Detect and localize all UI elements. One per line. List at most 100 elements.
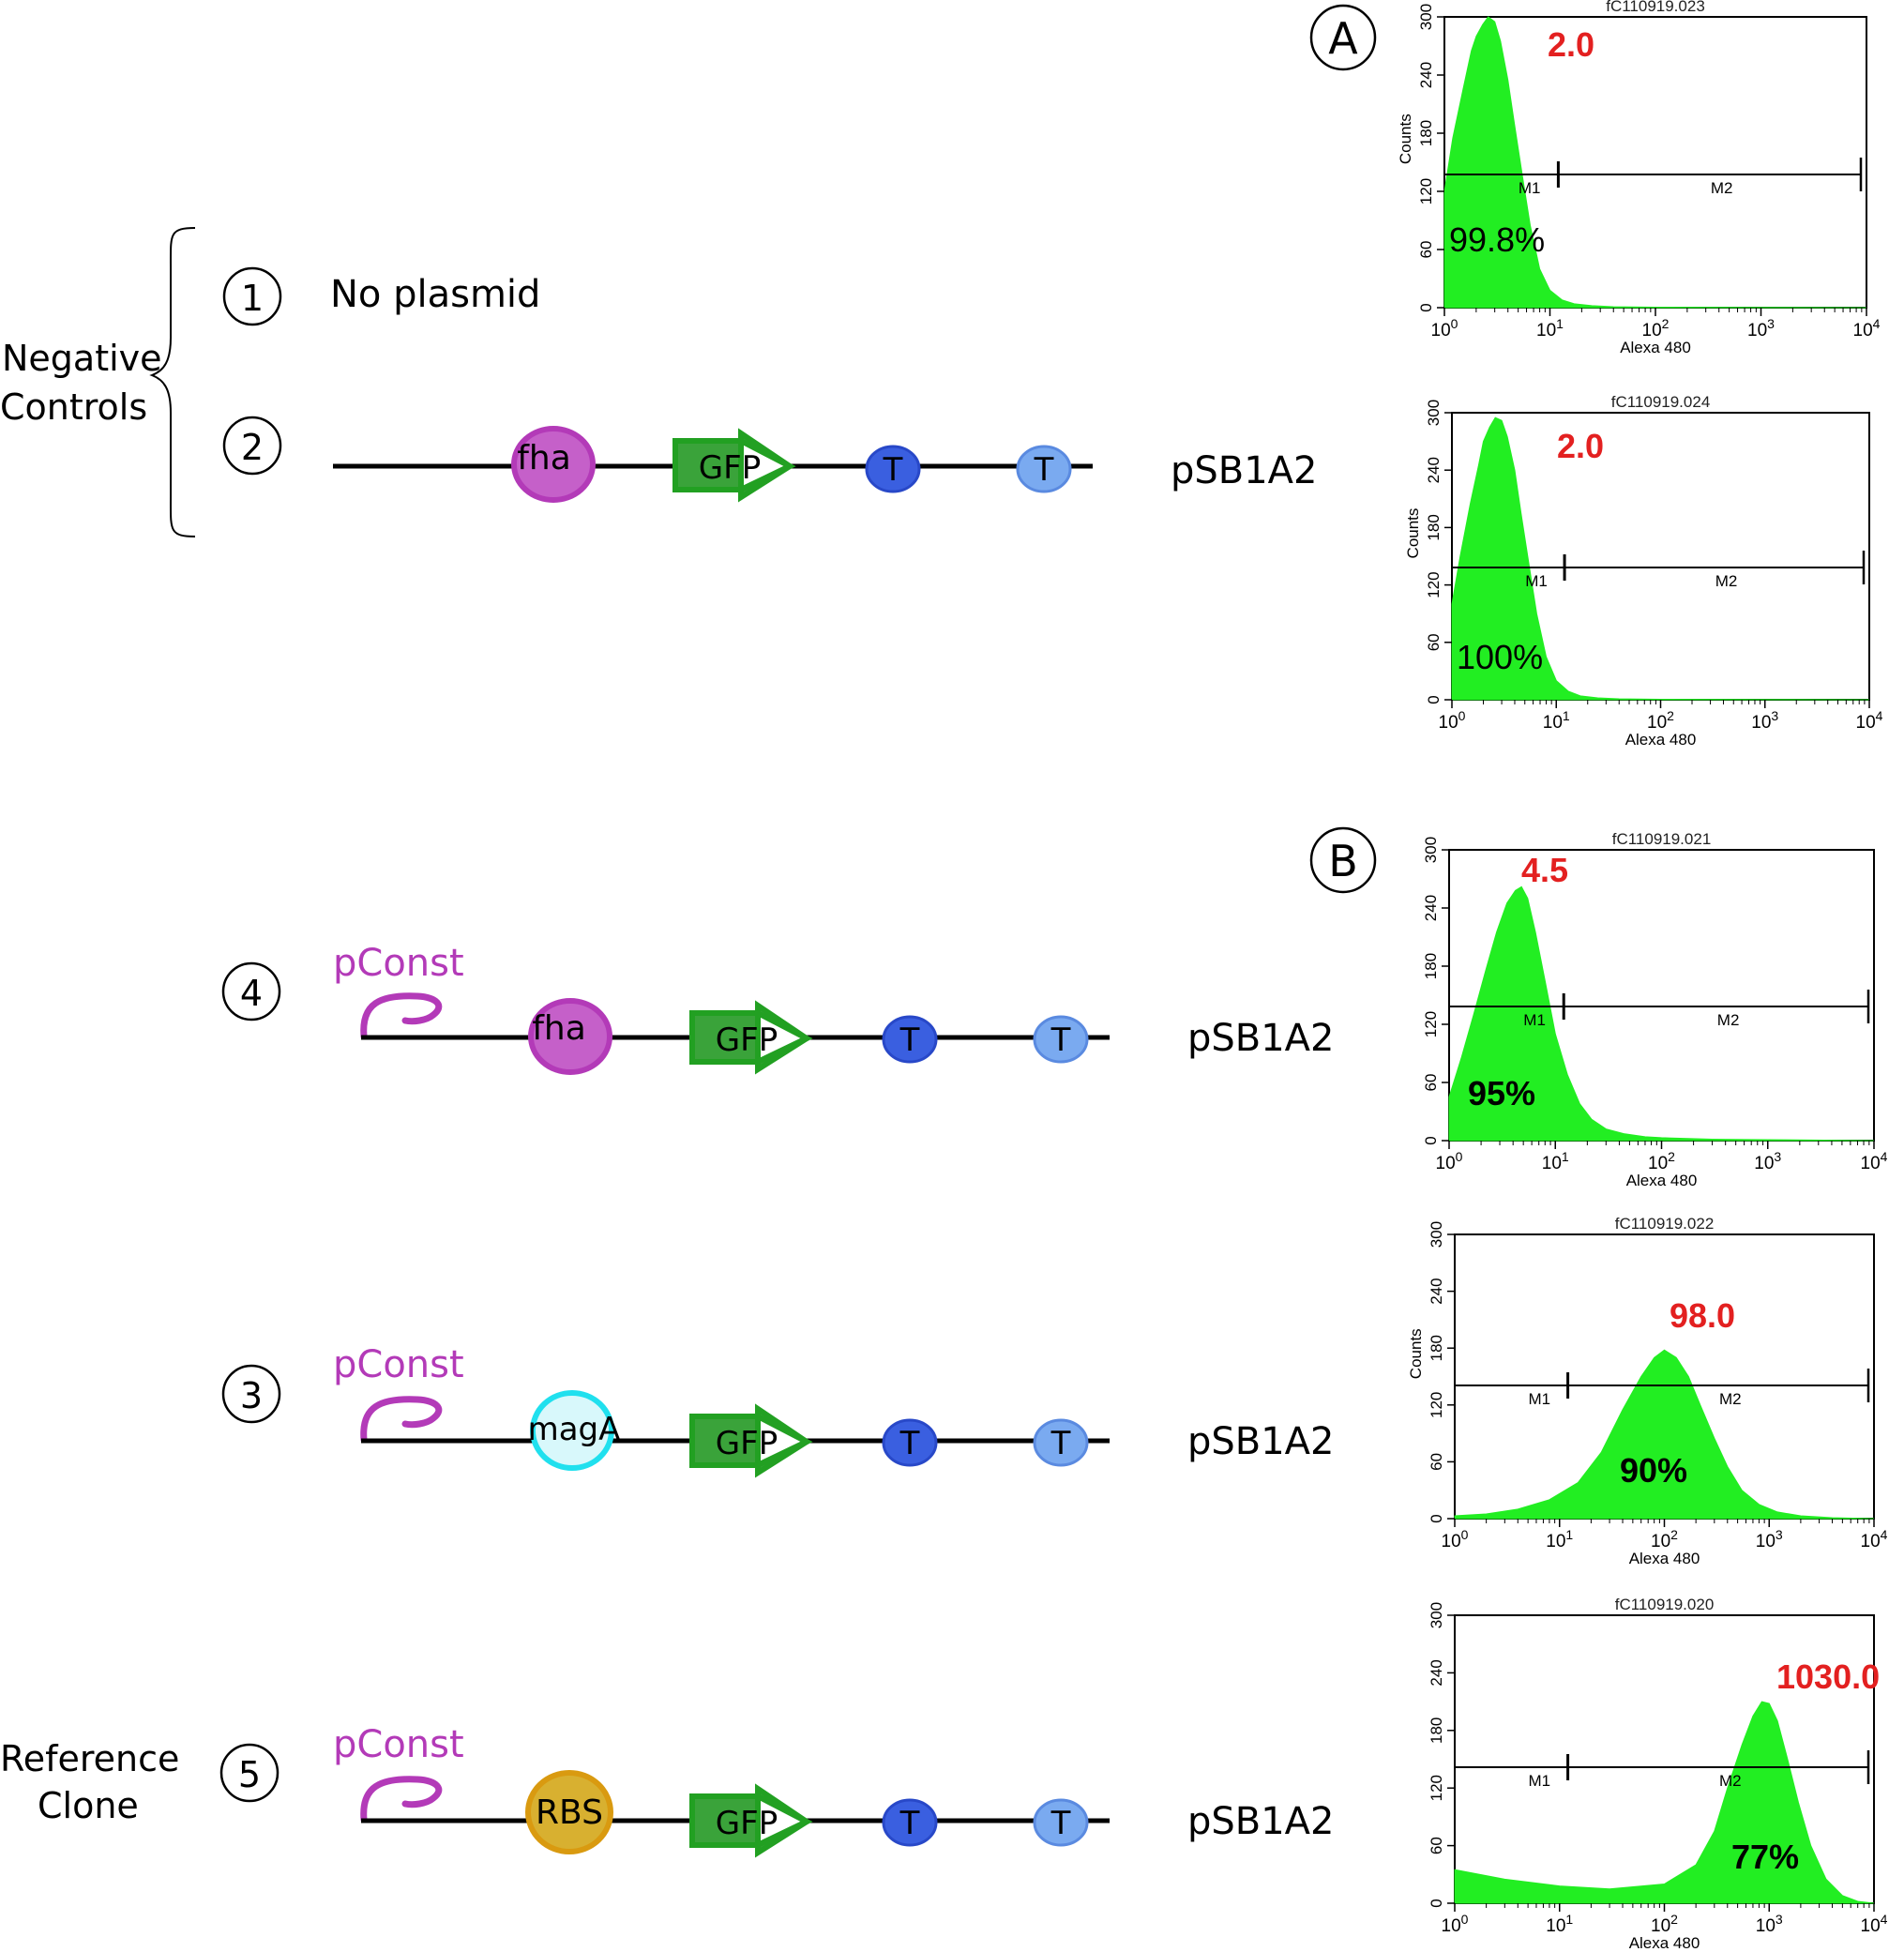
x-tick-label: 104: [1856, 708, 1883, 733]
y-tick-label: 0: [1425, 695, 1443, 704]
part-label: T: [899, 1425, 920, 1462]
gate-m1-label: M1: [1523, 1011, 1546, 1029]
negative-controls-line-1: Negative: [2, 338, 162, 379]
panel-a-letter: A: [1328, 13, 1358, 64]
y-tick-label: 180: [1422, 953, 1440, 979]
y-tick-label: 240: [1422, 895, 1440, 921]
construct-number: 3: [240, 1375, 263, 1416]
y-tick-label: 0: [1428, 1899, 1445, 1907]
y-tick-label: 180: [1417, 120, 1435, 146]
x-tick-label: 102: [1651, 1527, 1678, 1551]
part-label: T: [899, 1021, 920, 1059]
histogram-fC110919.024: fC110919.024 0 60 120 180 240 300 Counts 100 101 1…: [1404, 393, 1883, 749]
mean-value: 2.0: [1548, 25, 1594, 64]
part-label: T: [1034, 451, 1054, 489]
promoter-arrow: [360, 1396, 443, 1444]
gate-m2-label: M2: [1717, 1011, 1740, 1029]
x-tick-label: 102: [1647, 708, 1674, 733]
maga-part: magA: [528, 1390, 620, 1471]
x-tick-label: 101: [1542, 1149, 1569, 1173]
y-tick-label: 120: [1422, 1011, 1440, 1037]
gate-percent: 77%: [1731, 1838, 1799, 1876]
part-label: GFP: [716, 1021, 778, 1059]
y-tick-label: 120: [1428, 1392, 1445, 1418]
gate-m1-label: M1: [1528, 1390, 1550, 1408]
terminator-1: T: [882, 1798, 938, 1847]
panel-b-letter: B: [1328, 836, 1358, 886]
x-tick-label: 104: [1861, 1527, 1888, 1551]
x-tick-label: 101: [1536, 316, 1564, 340]
x-tick-label: 103: [1754, 1149, 1781, 1173]
construct-2: 2 fha GFP T T pSB1A2: [222, 416, 1317, 503]
histogram-fC110919.021: fC110919.021 0 60 120 180 240 300 100 101 102 103 1…: [1422, 830, 1888, 1189]
part-label: T: [899, 1805, 920, 1842]
gate-m2-label: M2: [1715, 572, 1738, 590]
y-tick-label: 300: [1425, 400, 1443, 426]
panel-a-marker: A: [1309, 4, 1377, 71]
histogram-area: [1443, 16, 1867, 309]
gate-m1-label: M1: [1528, 1772, 1550, 1790]
gfp-part: GFP: [689, 1783, 813, 1858]
x-tick-label: 102: [1642, 316, 1670, 340]
mean-value: 2.0: [1557, 427, 1604, 465]
vector-label: pSB1A2: [1187, 1800, 1334, 1843]
y-axis-label: Counts: [1404, 508, 1422, 559]
histogram-fC110919.020: fC110919.020 0 60 120 180 240 300 100 101 102 103 1…: [1428, 1596, 1888, 1952]
y-tick-label: 60: [1428, 1453, 1445, 1471]
plot-title: fC110919.024: [1611, 393, 1711, 411]
y-tick-label: 180: [1428, 1335, 1445, 1361]
part-label: T: [1050, 1425, 1071, 1462]
gfp-part: GFP: [672, 428, 796, 503]
histogram-area: [1454, 1349, 1875, 1520]
part-label: fha: [517, 439, 571, 477]
y-tick-label: 0: [1422, 1136, 1440, 1144]
x-tick-label: 100: [1439, 708, 1466, 733]
part-label: GFP: [699, 449, 761, 487]
x-tick-label: 101: [1546, 1912, 1573, 1936]
x-tick-label: 103: [1747, 316, 1775, 340]
y-tick-label: 240: [1417, 62, 1435, 88]
construct-3: 3 pConst magA GFP T T pSB1A2: [221, 1343, 1334, 1478]
fha-part: fha: [528, 998, 612, 1075]
x-tick-label: 104: [1861, 1149, 1888, 1173]
x-tick-label: 100: [1442, 1527, 1469, 1551]
reference-clone-label: Reference Clone: [0, 1738, 179, 1826]
y-tick-label: 60: [1425, 633, 1443, 651]
terminator-2: T: [1033, 1798, 1089, 1847]
gate-m1-label: M1: [1519, 179, 1541, 197]
y-tick-label: 120: [1417, 178, 1435, 204]
x-tick-label: 100: [1431, 316, 1458, 340]
construct-5: 5 pConst RBS GFP T T pSB1A2: [219, 1723, 1334, 1858]
promoter-arrow: [360, 1776, 443, 1823]
construct-1: 1 No plasmid: [222, 266, 540, 326]
y-tick-label: 180: [1428, 1717, 1445, 1744]
y-tick-label: 0: [1428, 1514, 1445, 1522]
terminator-1: T: [882, 1015, 938, 1064]
gate-percent: 95%: [1468, 1074, 1535, 1112]
negative-controls-line-2: Controls: [0, 386, 147, 428]
histogram-area: [1451, 416, 1870, 701]
x-tick-label: 103: [1751, 708, 1778, 733]
x-tick-label: 102: [1651, 1912, 1678, 1936]
part-label: fha: [532, 1009, 586, 1048]
panel-b-marker: B: [1309, 826, 1377, 894]
mean-value: 1030.0: [1776, 1657, 1880, 1696]
gfp-part: GFP: [689, 1403, 813, 1478]
x-tick-label: 100: [1436, 1149, 1463, 1173]
promoter-arrow: [360, 992, 443, 1040]
gate-percent: 99.8%: [1449, 220, 1545, 259]
mean-value: 98.0: [1670, 1296, 1735, 1335]
rbs-part: RBS: [525, 1770, 613, 1854]
x-tick-label: 104: [1861, 1912, 1888, 1936]
no-plasmid-label: No plasmid: [330, 273, 540, 316]
reference-clone-line-2: Clone: [38, 1785, 139, 1826]
y-tick-label: 0: [1417, 303, 1435, 311]
x-axis-label: Alexa 480: [1620, 339, 1691, 356]
gate-m2-label: M2: [1711, 179, 1733, 197]
promoter-label: pConst: [333, 1343, 464, 1386]
y-tick-label: 240: [1428, 1278, 1445, 1304]
x-tick-label: 103: [1756, 1527, 1783, 1551]
terminator-2: T: [1016, 445, 1072, 493]
construct-number: 1: [241, 278, 264, 319]
